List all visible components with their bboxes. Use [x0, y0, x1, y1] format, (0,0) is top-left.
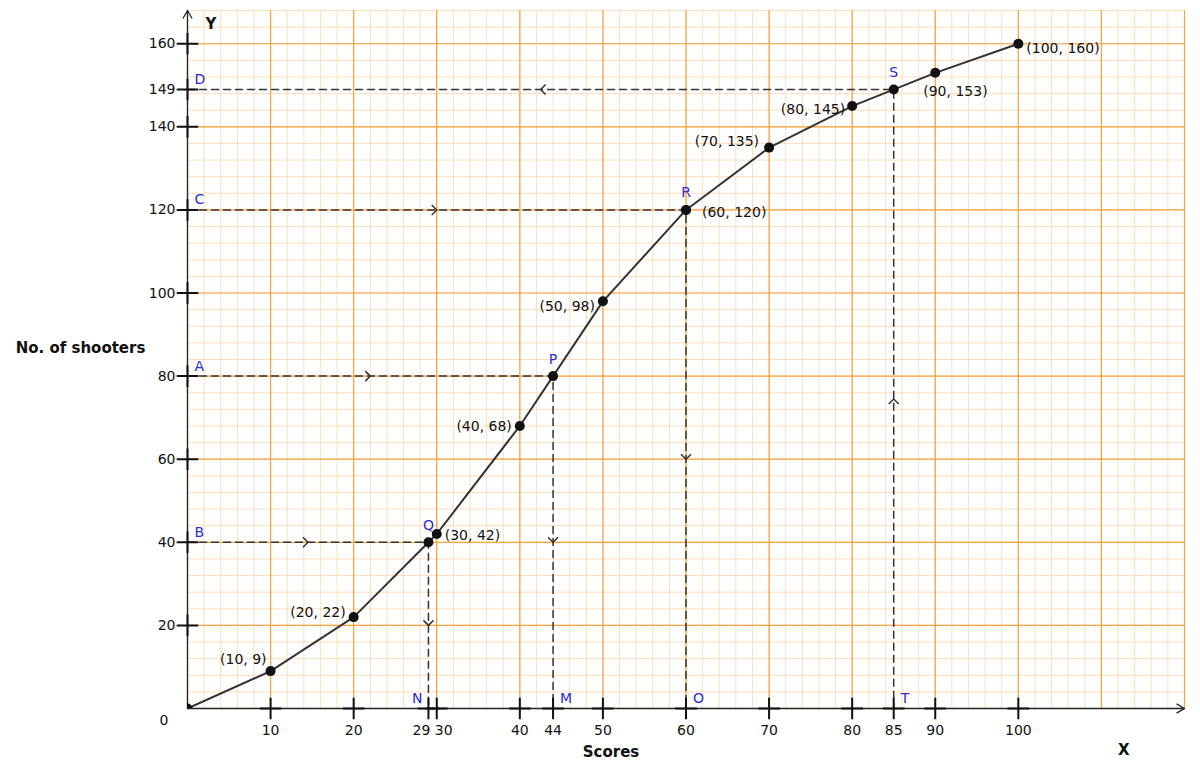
svg-text:40: 40: [511, 722, 529, 738]
svg-text:10: 10: [262, 722, 280, 738]
svg-text:100: 100: [1005, 722, 1032, 738]
svg-text:149: 149: [149, 81, 176, 97]
svg-text:D: D: [195, 71, 206, 87]
svg-text:M: M: [560, 690, 572, 706]
svg-text:70: 70: [760, 722, 778, 738]
svg-text:Q: Q: [423, 517, 434, 533]
svg-text:C: C: [195, 191, 205, 207]
svg-text:80: 80: [158, 368, 176, 384]
svg-text:80: 80: [843, 722, 861, 738]
svg-text:29: 29: [413, 722, 431, 738]
svg-text:85: 85: [885, 722, 903, 738]
svg-text:160: 160: [149, 35, 176, 51]
svg-text:120: 120: [149, 201, 176, 217]
svg-text:(30, 42): (30, 42): [445, 527, 500, 543]
svg-text:140: 140: [149, 118, 176, 134]
svg-text:90: 90: [926, 722, 944, 738]
svg-text:50: 50: [594, 722, 612, 738]
svg-text:60: 60: [158, 451, 176, 467]
svg-text:R: R: [681, 184, 691, 200]
svg-text:60: 60: [677, 722, 695, 738]
svg-text:S: S: [889, 64, 898, 80]
svg-text:40: 40: [158, 534, 176, 550]
svg-text:(40, 68): (40, 68): [456, 418, 511, 434]
svg-text:(100, 160): (100, 160): [1026, 40, 1099, 56]
svg-text:30: 30: [435, 722, 453, 738]
svg-text:(70, 135): (70, 135): [695, 133, 759, 149]
svg-text:20: 20: [158, 617, 176, 633]
svg-text:B: B: [195, 524, 205, 540]
svg-text:N: N: [412, 690, 422, 706]
svg-text:(60, 120): (60, 120): [702, 204, 766, 220]
svg-text:(80, 145): (80, 145): [781, 101, 845, 117]
svg-text:100: 100: [149, 285, 176, 301]
svg-text:(90, 153): (90, 153): [923, 83, 987, 99]
svg-text:T: T: [900, 690, 910, 706]
svg-text:P: P: [549, 351, 557, 367]
svg-text:0: 0: [160, 712, 169, 728]
svg-text:A: A: [195, 358, 205, 374]
svg-text:X: X: [1118, 741, 1130, 759]
svg-text:No. of shooters: No. of shooters: [16, 339, 146, 357]
svg-text:O: O: [693, 690, 704, 706]
svg-text:(50, 98): (50, 98): [539, 298, 594, 314]
svg-text:(10, 9): (10, 9): [220, 651, 267, 667]
svg-text:44: 44: [544, 722, 562, 738]
svg-text:20: 20: [345, 722, 363, 738]
svg-text:Scores: Scores: [583, 743, 640, 761]
svg-text:Y: Y: [205, 15, 218, 33]
svg-text:(20, 22): (20, 22): [290, 604, 345, 620]
